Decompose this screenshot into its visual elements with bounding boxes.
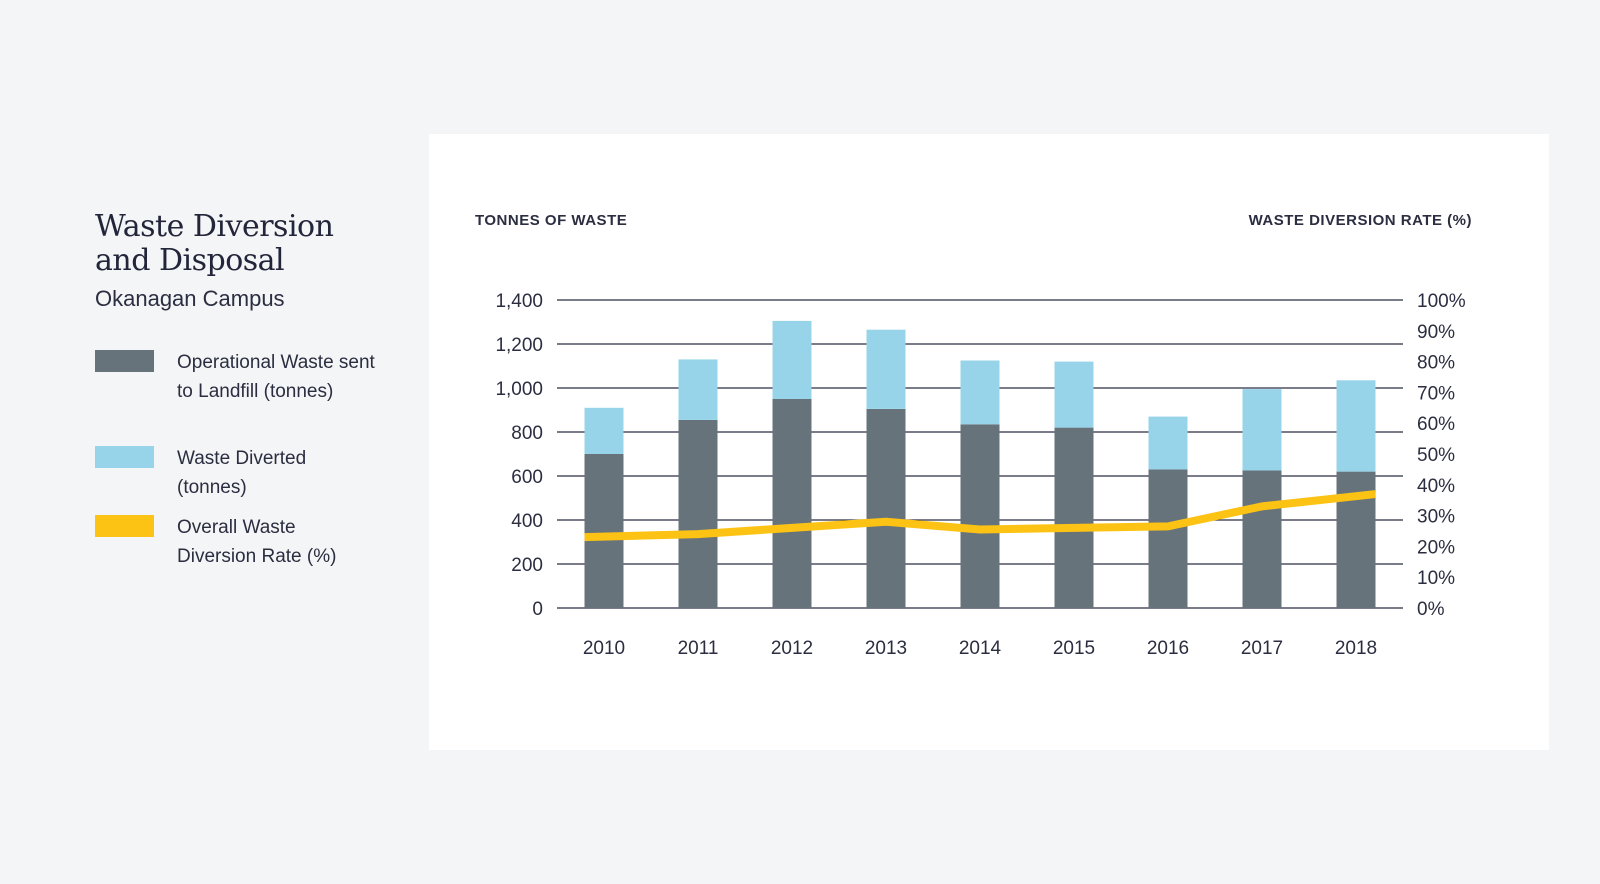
y-axis-left-title: TONNES OF WASTE xyxy=(475,212,627,229)
chart-card: TONNES OF WASTE WASTE DIVERSION RATE (%)… xyxy=(429,134,1549,750)
bar-diverted xyxy=(772,320,812,399)
y-tick-left: 400 xyxy=(511,511,543,532)
bar-landfill xyxy=(1054,427,1094,608)
bar-diverted xyxy=(1148,416,1188,470)
bar-diverted xyxy=(678,359,718,420)
y-tick-left: 800 xyxy=(511,423,543,444)
legend-swatch-landfill xyxy=(95,350,154,372)
y-tick-left: 0 xyxy=(532,599,543,620)
legend-label-rate: Overall Waste Diversion Rate (%) xyxy=(177,517,337,567)
y-tick-right: 40% xyxy=(1417,476,1455,497)
legend-label-landfill: Operational Waste sent to Landfill (tonn… xyxy=(177,352,375,402)
line-diversion-rate xyxy=(584,490,1376,542)
bar-landfill xyxy=(1148,469,1188,608)
bar-landfill xyxy=(960,424,1000,608)
y-tick-left: 200 xyxy=(511,555,543,576)
legend-swatch-diverted xyxy=(95,446,154,468)
y-tick-right: 80% xyxy=(1417,353,1455,374)
bar-diverted xyxy=(584,407,624,454)
x-tick-label: 2010 xyxy=(583,638,625,659)
bar-diverted xyxy=(960,360,1000,425)
x-tick-label: 2016 xyxy=(1147,638,1189,659)
legend-swatch-rate xyxy=(95,515,154,537)
y-tick-left: 1,400 xyxy=(495,291,543,312)
legend-label-diverted: Waste Diverted (tonnes) xyxy=(177,448,307,498)
bar-diverted xyxy=(866,329,906,409)
bar-landfill xyxy=(678,419,718,608)
y-tick-right: 50% xyxy=(1417,445,1455,466)
y-tick-left: 1,000 xyxy=(495,379,543,400)
bar-diverted xyxy=(1242,389,1282,471)
y-tick-right: 90% xyxy=(1417,322,1455,343)
y-tick-left: 1,200 xyxy=(495,335,543,356)
y-tick-left: 600 xyxy=(511,467,543,488)
y-tick-right: 60% xyxy=(1417,414,1455,435)
y-tick-right: 20% xyxy=(1417,537,1455,558)
y-axis-right-title: WASTE DIVERSION RATE (%) xyxy=(1249,212,1472,229)
bar-landfill xyxy=(866,408,906,608)
x-tick-label: 2013 xyxy=(865,638,907,659)
y-tick-right: 30% xyxy=(1417,507,1455,528)
chart-title: Waste Diversion and Disposal xyxy=(95,209,334,278)
chart-subtitle: Okanagan Campus xyxy=(95,286,285,311)
chart-title-line2: and Disposal xyxy=(95,243,285,278)
x-tick-label: 2018 xyxy=(1335,638,1377,659)
x-tick-label: 2011 xyxy=(678,638,719,659)
x-tick-label: 2017 xyxy=(1241,638,1283,659)
bar-landfill xyxy=(772,399,812,608)
x-tick-label: 2015 xyxy=(1053,638,1095,659)
bar-diverted xyxy=(1336,380,1376,472)
chart-svg: TONNES OF WASTE WASTE DIVERSION RATE (%)… xyxy=(475,212,1472,659)
y-tick-right: 10% xyxy=(1417,568,1455,589)
x-tick-label: 2014 xyxy=(959,638,1002,659)
x-tick-label: 2012 xyxy=(771,638,813,659)
y-tick-right: 70% xyxy=(1417,383,1455,404)
bar-landfill xyxy=(1242,470,1282,608)
bar-landfill xyxy=(584,454,624,608)
y-tick-right: 100% xyxy=(1417,291,1466,312)
y-tick-right: 0% xyxy=(1417,599,1445,620)
bar-diverted xyxy=(1054,361,1094,428)
chart-title-line1: Waste Diversion xyxy=(95,209,334,244)
